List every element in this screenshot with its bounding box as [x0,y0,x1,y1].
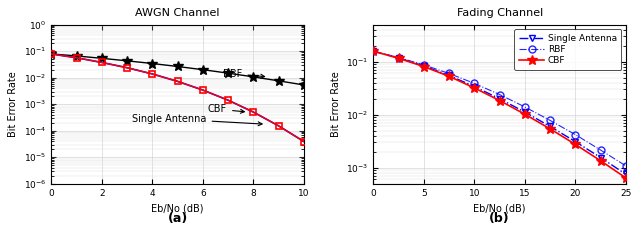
RBF [597,149,605,152]
X-axis label: Eb/No (dB): Eb/No (dB) [474,203,526,213]
Single Antenna [597,156,605,159]
RBF [369,50,377,53]
RBF [395,56,403,59]
Single Antenna [547,125,554,128]
CBF [395,57,403,60]
Y-axis label: Bit Error Rate: Bit Error Rate [8,71,19,137]
CBF [496,99,504,102]
CBF [547,128,554,130]
Single Antenna [395,56,403,59]
Line: RBF: RBF [370,48,630,169]
CBF [470,87,478,89]
RBF [547,119,554,122]
Line: CBF: CBF [369,46,631,183]
Single Antenna [470,85,478,88]
CBF [445,75,453,78]
CBF [622,177,630,179]
Text: Single Antenna: Single Antenna [132,114,262,126]
Single Antenna [521,111,529,114]
Text: (b): (b) [490,212,510,225]
CBF [420,65,428,68]
CBF [597,159,605,162]
Text: RBF: RBF [223,69,264,79]
Y-axis label: Bit Error Rate: Bit Error Rate [331,71,340,137]
Single Antenna [622,173,630,176]
Title: Fading Channel: Fading Channel [456,8,543,18]
Single Antenna [369,50,377,53]
Title: AWGN Channel: AWGN Channel [136,8,220,18]
Single Antenna [420,64,428,67]
Legend: Single Antenna, RBF, CBF: Single Antenna, RBF, CBF [515,29,621,70]
RBF [496,93,504,96]
CBF [369,50,377,53]
RBF [572,133,579,136]
Line: Single Antenna: Single Antenna [370,48,630,178]
X-axis label: Eb/No (dB): Eb/No (dB) [152,203,204,213]
RBF [470,82,478,85]
Text: (a): (a) [168,212,188,225]
RBF [445,72,453,75]
CBF [572,143,579,146]
RBF [622,164,630,167]
RBF [420,64,428,66]
Single Antenna [445,74,453,77]
Single Antenna [496,97,504,100]
RBF [521,105,529,108]
CBF [521,113,529,116]
Single Antenna [572,140,579,143]
Text: CBF: CBF [208,104,244,114]
